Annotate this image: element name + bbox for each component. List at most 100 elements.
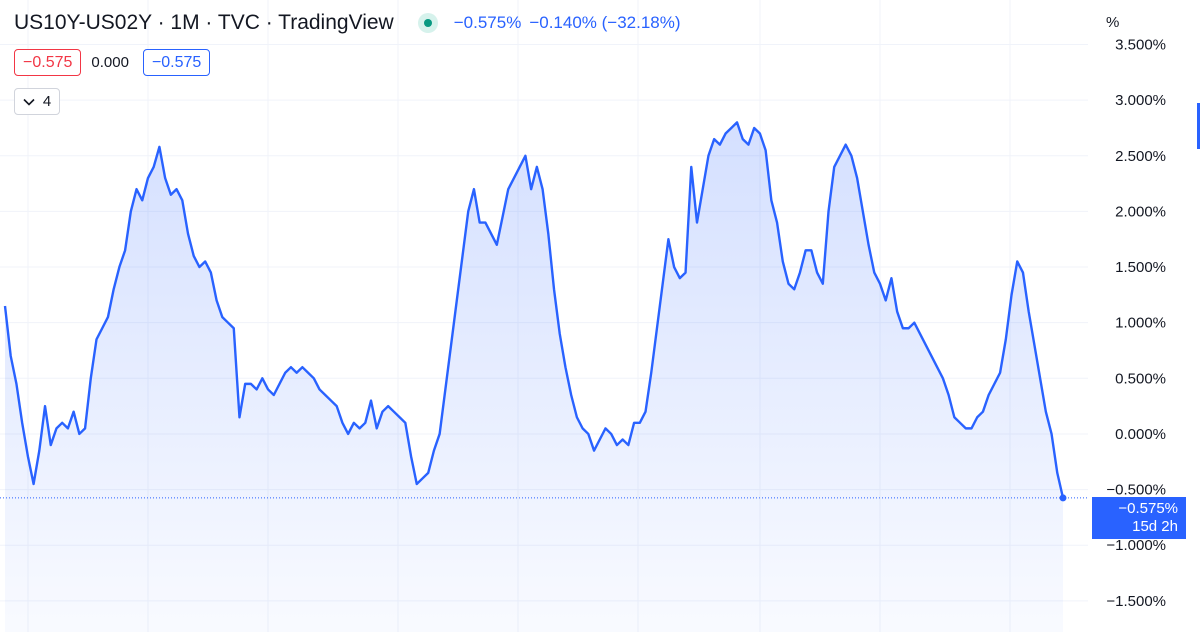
data-point <box>187 233 189 235</box>
data-point <box>616 444 618 446</box>
data-point <box>850 155 852 157</box>
y-axis[interactable]: 3.500% 3.000% 2.500% 2.000% 1.500% 1.000% 0.50… <box>1106 37 1166 610</box>
data-point <box>999 372 1001 374</box>
data-point <box>856 177 858 179</box>
data-point <box>370 400 372 402</box>
data-point <box>44 405 46 407</box>
data-point <box>604 427 606 429</box>
data-point <box>198 266 200 268</box>
data-point <box>118 266 120 268</box>
data-point <box>690 166 692 168</box>
y-tick-label: 0.500% <box>1115 370 1166 387</box>
data-point <box>959 422 961 424</box>
data-point <box>284 372 286 374</box>
data-point <box>639 422 641 424</box>
scroll-indicator[interactable] <box>1197 103 1200 149</box>
data-point <box>879 283 881 285</box>
data-point <box>673 266 675 268</box>
data-point <box>273 394 275 396</box>
data-point <box>719 144 721 146</box>
data-point <box>536 166 538 168</box>
data-point <box>136 188 138 190</box>
data-point <box>1033 344 1035 346</box>
data-point <box>685 272 687 274</box>
data-point <box>833 166 835 168</box>
data-point <box>542 188 544 190</box>
y-axis-unit: % <box>1106 14 1119 31</box>
data-point <box>805 249 807 251</box>
data-point <box>61 422 63 424</box>
data-point <box>513 177 515 179</box>
data-point <box>1022 272 1024 274</box>
data-point <box>810 249 812 251</box>
price-label-value: −0.575% <box>1118 500 1178 517</box>
data-point <box>290 366 292 368</box>
data-point <box>1045 411 1047 413</box>
data-point <box>490 233 492 235</box>
data-point <box>770 199 772 201</box>
data-point <box>822 283 824 285</box>
data-point <box>713 138 715 140</box>
data-point <box>925 344 927 346</box>
data-point <box>759 133 761 135</box>
data-point <box>279 383 281 385</box>
legend-header: US10Y-US02Y · 1M · TVC · TradingView −0.… <box>14 11 681 35</box>
data-point <box>416 483 418 485</box>
data-point <box>902 327 904 329</box>
data-point <box>364 422 366 424</box>
data-point <box>107 316 109 318</box>
data-point <box>873 272 875 274</box>
data-point <box>50 444 52 446</box>
data-point <box>324 394 326 396</box>
data-point <box>319 388 321 390</box>
data-point <box>4 305 6 307</box>
data-point <box>582 427 584 429</box>
indicators-toggle-button[interactable]: 4 <box>14 88 60 115</box>
data-point <box>113 288 115 290</box>
data-point <box>930 355 932 357</box>
data-point <box>576 416 578 418</box>
data-point <box>1028 311 1030 313</box>
data-point <box>524 155 526 157</box>
data-point <box>948 394 950 396</box>
data-point <box>765 149 767 151</box>
indicators-count: 4 <box>42 93 52 110</box>
data-point <box>742 138 744 140</box>
data-point <box>908 327 910 329</box>
data-point <box>988 394 990 396</box>
data-point <box>15 383 17 385</box>
change-value: −0.140% (−32.18%) <box>529 13 681 32</box>
data-point <box>530 188 532 190</box>
y-tick-label: 2.000% <box>1115 203 1166 220</box>
data-point <box>261 377 263 379</box>
data-point <box>633 422 635 424</box>
data-point <box>547 233 549 235</box>
data-point <box>753 127 755 129</box>
last-value-marker <box>1059 494 1067 502</box>
symbol-title[interactable]: US10Y-US02Y · 1M · TVC · TradingView <box>14 11 394 34</box>
data-point <box>868 244 870 246</box>
data-point <box>942 377 944 379</box>
data-point <box>359 427 361 429</box>
data-point <box>599 439 601 441</box>
data-point <box>890 277 892 279</box>
data-point <box>170 194 172 196</box>
data-point <box>502 216 504 218</box>
data-point <box>953 416 955 418</box>
data-point <box>90 377 92 379</box>
data-point <box>627 444 629 446</box>
data-point <box>204 260 206 262</box>
data-point <box>387 405 389 407</box>
data-point <box>1039 377 1041 379</box>
data-point <box>1011 294 1013 296</box>
data-point <box>130 210 132 212</box>
market-status-icon[interactable] <box>417 13 438 33</box>
y-tick-label: 1.000% <box>1115 315 1166 332</box>
data-point <box>301 366 303 368</box>
data-point <box>250 383 252 385</box>
data-point <box>381 411 383 413</box>
data-point <box>702 188 704 190</box>
data-point <box>233 327 235 329</box>
data-point <box>96 338 98 340</box>
